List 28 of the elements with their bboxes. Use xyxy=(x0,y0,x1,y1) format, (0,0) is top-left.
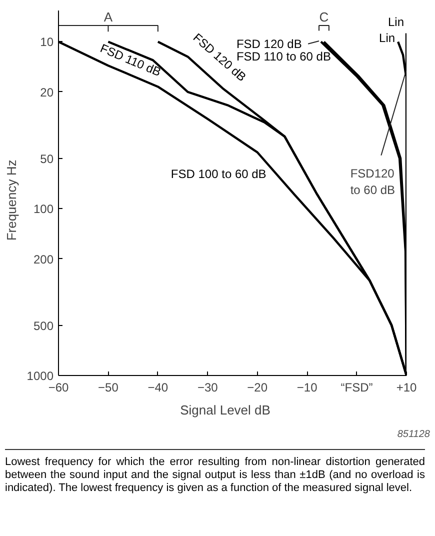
text: Lowest frequency for which the error resulting from non-linear distortion generated between the sound input and the signal output is less than ±1dB (and no overload is indicated). The lowest frequency is given as a function of the measured signal level. xyxy=(5,449,425,495)
y-axis-title: Frequency Hz xyxy=(4,160,19,241)
annotation: FSD120 to 60 dB xyxy=(350,166,396,198)
x-tick-label: −20 xyxy=(247,380,268,394)
x-tick-label: −50 xyxy=(98,380,119,394)
series-label: FSD 120 dB xyxy=(236,36,302,51)
series-label: Lin xyxy=(379,31,396,46)
annotation: A xyxy=(104,9,113,24)
y-tick-label: 20 xyxy=(40,85,54,100)
text: FSD 110 dB xyxy=(98,41,164,80)
text: 851128 xyxy=(396,429,430,440)
y-tick-label: 200 xyxy=(33,252,54,266)
annotation: C xyxy=(319,9,329,24)
y-tick-label: 100 xyxy=(33,202,54,216)
y-tick-label: 10 xyxy=(40,35,54,50)
series-label: FSD 100 to 60 dB xyxy=(170,166,266,181)
x-tick-label: +10 xyxy=(396,380,418,394)
x-tick-label: “FSD” xyxy=(340,380,373,394)
x-axis-title: Signal Level dB xyxy=(180,402,270,418)
x-tick-label: −10 xyxy=(296,380,318,394)
x-tick-label: −30 xyxy=(197,380,218,394)
series-label: FSD 110 to 60 dB xyxy=(236,50,331,64)
y-tick-label: 1000 xyxy=(26,369,54,383)
series-label: Lin xyxy=(388,14,404,29)
x-tick-label: −40 xyxy=(148,380,168,394)
y-tick-label: 50 xyxy=(40,152,54,166)
x-tick-label: −60 xyxy=(48,380,70,394)
y-tick-label: 500 xyxy=(33,318,54,333)
